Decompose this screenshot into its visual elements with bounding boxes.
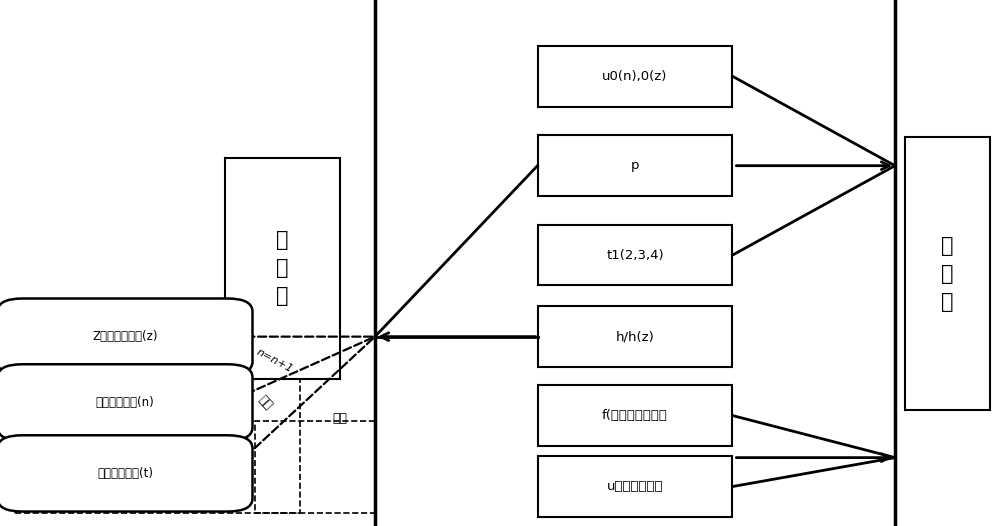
Text: u0(n),0(z): u0(n),0(z) (602, 70, 668, 83)
FancyBboxPatch shape (538, 456, 732, 517)
Text: 计数: 计数 (255, 393, 275, 412)
Text: n=n+1: n=n+1 (255, 347, 295, 374)
Text: t1(2,3,4): t1(2,3,4) (606, 249, 664, 261)
FancyBboxPatch shape (225, 158, 340, 379)
FancyBboxPatch shape (0, 436, 252, 511)
FancyBboxPatch shape (0, 364, 252, 441)
FancyBboxPatch shape (538, 306, 732, 367)
Text: p: p (631, 159, 639, 172)
Text: u（打印完成）: u（打印完成） (607, 480, 663, 493)
FancyBboxPatch shape (538, 225, 732, 285)
Text: 清零: 清零 (332, 412, 348, 424)
FancyBboxPatch shape (538, 135, 732, 196)
FancyBboxPatch shape (0, 299, 252, 375)
Text: Z轴行程脉冲数(z): Z轴行程脉冲数(z) (92, 330, 158, 343)
Text: f(到达固化时间）: f(到达固化时间） (602, 409, 668, 422)
Text: 下
位
机: 下 位 机 (941, 236, 954, 311)
Text: 当前固化时间(t): 当前固化时间(t) (97, 467, 153, 480)
FancyBboxPatch shape (905, 137, 990, 410)
Text: 上
位
机: 上 位 机 (276, 230, 289, 306)
FancyBboxPatch shape (538, 385, 732, 446)
Text: 当前打印层数(n): 当前打印层数(n) (96, 396, 154, 409)
Text: h/h(z): h/h(z) (616, 330, 654, 343)
FancyBboxPatch shape (538, 46, 732, 106)
